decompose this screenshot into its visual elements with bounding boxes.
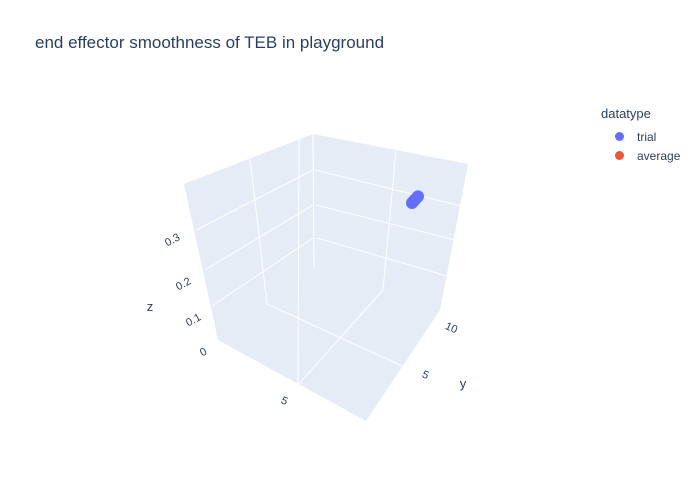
y-tick-label: 5 [420, 369, 430, 382]
legend-title: datatype [601, 106, 651, 121]
z-axis-title: z [147, 299, 154, 314]
legend-marker-trial [615, 132, 624, 141]
gridline [315, 204, 456, 241]
gridline [382, 150, 397, 291]
gridline [266, 303, 403, 367]
y-tick-label: 10 [443, 320, 459, 336]
legend-label-average: average [637, 148, 681, 163]
legend: datatype trial average [601, 106, 680, 165]
z-tick-label: 0 [198, 346, 209, 359]
x-tick-label: 5 [279, 395, 289, 408]
floor-panel [218, 267, 440, 421]
gridline [297, 289, 384, 386]
scene-gridlines [195, 133, 462, 386]
z-tick-label: 0.2 [174, 275, 193, 293]
y-axis-title: y [460, 376, 467, 391]
back-wall-panel [184, 134, 468, 340]
chart-title: end effector smoothness of TEB in playgr… [35, 33, 385, 52]
legend-marker-average [615, 151, 624, 160]
legend-item-average[interactable]: average [601, 146, 680, 165]
gridline [195, 169, 314, 231]
axis-titles: zy [147, 299, 467, 391]
scatter-points [406, 190, 424, 209]
legend-item-trial[interactable]: trial [601, 127, 680, 146]
gridline [211, 237, 314, 307]
gridline [316, 237, 448, 277]
gridline [312, 133, 315, 268]
gridline [249, 157, 268, 305]
gridline [297, 138, 300, 386]
z-tick-label: 0.3 [163, 231, 182, 249]
scene-panels [184, 134, 468, 421]
data-point-trial [412, 190, 424, 203]
z-tick-label: 0.1 [184, 311, 203, 329]
gridline [204, 204, 314, 271]
gridline [314, 169, 462, 207]
legend-label-trial: trial [637, 129, 657, 144]
